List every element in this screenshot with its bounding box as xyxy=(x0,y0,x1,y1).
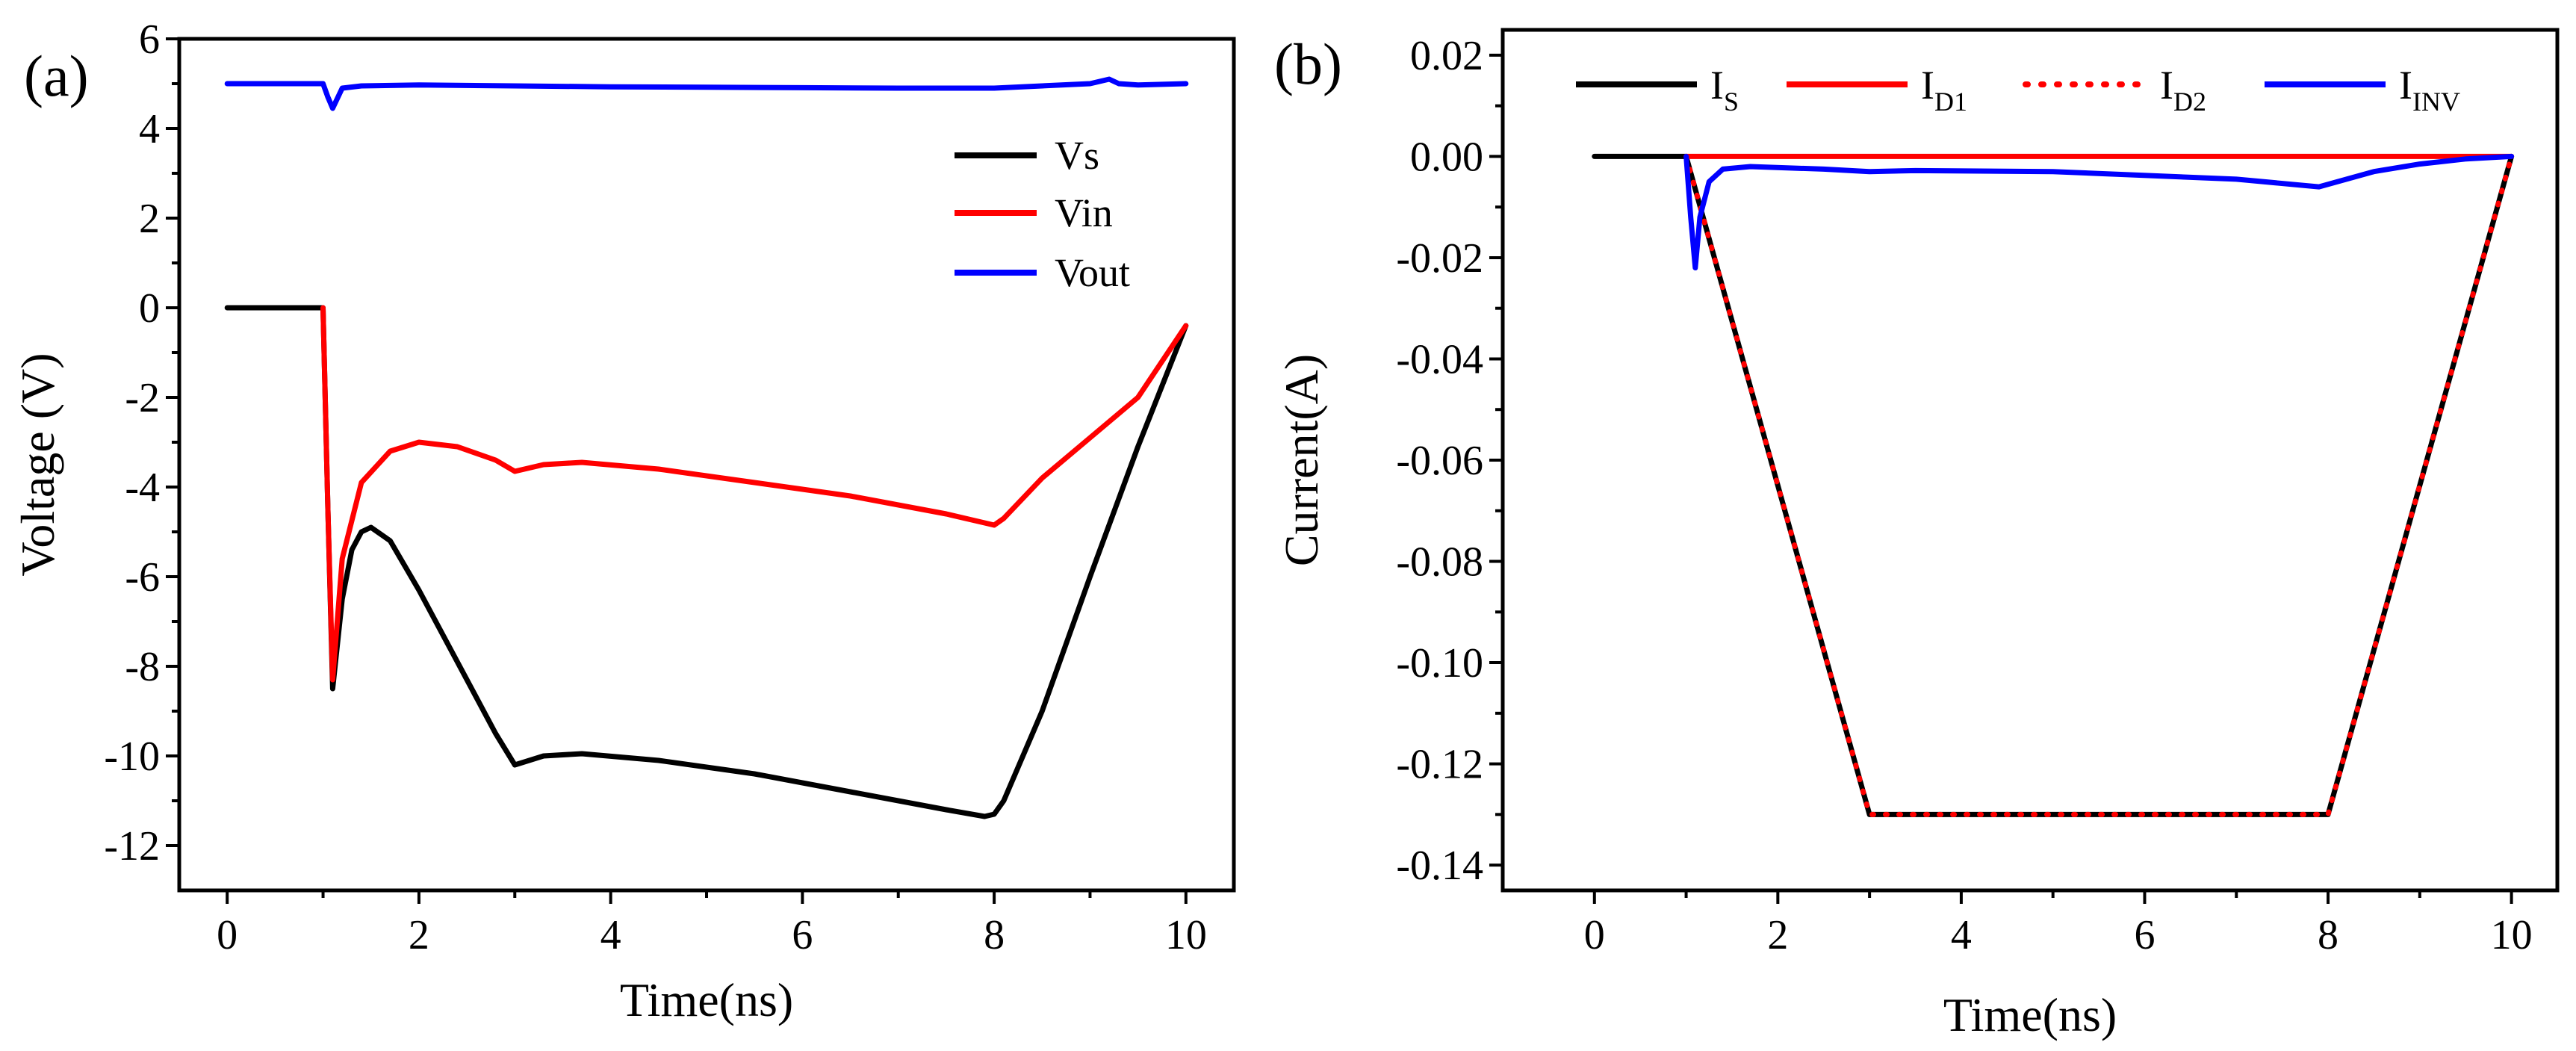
panel-b: (b) 0 2 4 6 8 10 0.02 0.00 -0.02 -0.04 -0.06 -0.08 -… xyxy=(1274,28,2560,1041)
b-ytick-label: -0.06 xyxy=(1396,438,1483,484)
a-ytick-label: 6 xyxy=(139,16,160,63)
b-ytick-label: -0.10 xyxy=(1396,640,1483,686)
panel-b-ylabel: Current(A) xyxy=(1275,354,1328,566)
panel-b-label: (b) xyxy=(1274,31,1342,96)
b-xtick-label: 0 xyxy=(1584,912,1605,958)
a-ytick-label: -2 xyxy=(125,375,160,421)
a-ytick-label: -6 xyxy=(125,554,160,601)
b-ytick-label: 0.00 xyxy=(1410,134,1483,180)
panel-b-ticks: 0 2 4 6 8 10 0.02 0.00 -0.02 -0.04 -0.06 -0.08 -0.10… xyxy=(1396,33,2532,958)
legend-label-id2: ID2 xyxy=(2160,63,2206,117)
a-series-vs-line xyxy=(224,305,1189,819)
legend-label-is-main: I xyxy=(1710,63,1724,108)
legend-label-id2-main: I xyxy=(2160,63,2173,108)
b-ytick-label: -0.14 xyxy=(1396,843,1483,889)
a-xtick-label: 6 xyxy=(792,912,813,958)
a-xtick-label: 2 xyxy=(409,912,429,958)
legend-label-vout: Vout xyxy=(1055,250,1130,295)
b-xtick-label: 4 xyxy=(1951,912,1972,958)
b-ytick-label: -0.04 xyxy=(1396,336,1483,382)
panel-a-label: (a) xyxy=(24,43,89,108)
a-xtick-label: 10 xyxy=(1165,912,1207,958)
a-ytick-label: -10 xyxy=(104,734,160,780)
a-ytick-label: -4 xyxy=(125,465,160,511)
panel-a: (a) 0 2 4 6 8 10 6 4 2 0 -2 -4 -6 -8 -10 -12 Time(ns) V… xyxy=(11,16,1236,1026)
a-series-vout-line xyxy=(224,76,1189,111)
b-xtick-label: 10 xyxy=(2491,912,2533,958)
b-series-is-line xyxy=(1592,153,2515,817)
a-xtick-label: 0 xyxy=(217,912,238,958)
panel-b-xlabel: Time(ns) xyxy=(1943,988,2117,1041)
panel-b-series xyxy=(1592,153,2515,817)
panel-a-series xyxy=(224,76,1189,819)
legend-label-id2-sub: D2 xyxy=(2173,87,2206,117)
b-series-id2-line xyxy=(1683,153,2515,817)
panel-b-legend: IS ID1 ID2 IINV xyxy=(1576,63,2460,117)
b-ytick-label: -0.08 xyxy=(1396,539,1483,586)
legend-label-vs: Vs xyxy=(1055,133,1099,178)
b-xtick-label: 8 xyxy=(2318,912,2338,958)
a-xtick-label: 8 xyxy=(984,912,1005,958)
b-xtick-label: 2 xyxy=(1767,912,1788,958)
a-ytick-label: 2 xyxy=(139,196,160,242)
b-ytick-label: -0.02 xyxy=(1396,235,1483,282)
b-ytick-label: -0.12 xyxy=(1396,742,1483,788)
legend-label-is: IS xyxy=(1710,63,1739,117)
a-ytick-label: -12 xyxy=(104,823,160,869)
legend-label-vin: Vin xyxy=(1055,190,1113,235)
b-ytick-label: 0.02 xyxy=(1410,33,1483,79)
legend-label-id1-sub: D1 xyxy=(1934,87,1967,117)
a-series-vin-line xyxy=(320,305,1189,683)
panel-a-ylabel: Voltage (V) xyxy=(11,353,64,576)
legend-label-iinv: IINV xyxy=(2399,63,2460,117)
a-ytick-label: 4 xyxy=(139,106,160,152)
b-series-iinv-line xyxy=(1683,153,2515,270)
legend-label-is-sub: S xyxy=(1724,87,1739,117)
legend-label-iinv-sub: INV xyxy=(2412,87,2460,117)
a-ytick-label: -8 xyxy=(125,644,160,690)
panel-a-ticks: 0 2 4 6 8 10 6 4 2 0 -2 -4 -6 -8 -10 -12 xyxy=(104,16,1206,958)
legend-label-id1-main: I xyxy=(1921,63,1934,108)
panel-a-legend: Vs Vin Vout xyxy=(955,133,1130,295)
b-xtick-label: 6 xyxy=(2134,912,2155,958)
legend-label-id1: ID1 xyxy=(1921,63,1967,117)
panel-a-xlabel: Time(ns) xyxy=(620,973,793,1026)
a-xtick-label: 4 xyxy=(600,912,621,958)
a-ytick-label: 0 xyxy=(139,285,160,332)
legend-label-iinv-main: I xyxy=(2399,63,2412,108)
